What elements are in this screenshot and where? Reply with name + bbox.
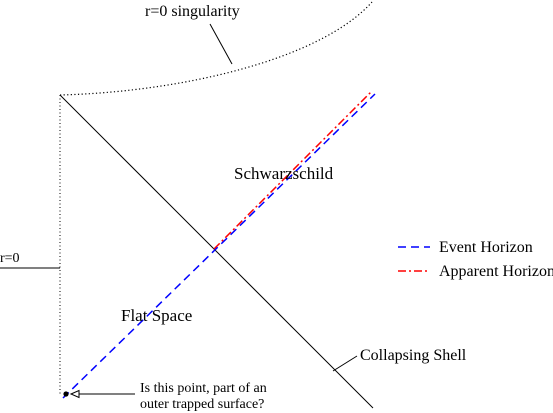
question-label-line1: Is this point, part of an	[140, 381, 267, 396]
flat-space-label: Flat Space	[121, 306, 192, 325]
collapsing-shell-label: Collapsing Shell	[360, 347, 467, 364]
collapsing-shell-leader	[332, 355, 358, 372]
collapsing-shell-line	[59, 94, 374, 409]
schwarzschild-label: Schwarzschild	[234, 164, 334, 183]
question-label-line2: outer trapped surface?	[140, 397, 264, 412]
singularity-label: r=0 singularity	[145, 3, 240, 20]
legend-event-horizon-label: Event Horizon	[439, 239, 533, 256]
trapped-surface-point	[63, 391, 69, 397]
origin-label: r=0	[0, 251, 20, 266]
question-arrow-head	[69, 389, 80, 399]
legend-apparent-horizon-label: Apparent Horizon	[439, 263, 553, 280]
apparent-horizon-line	[213, 90, 373, 250]
event-horizon-line	[62, 93, 376, 399]
singularity-curve	[59, 1, 373, 96]
singularity-leader	[209, 23, 233, 65]
